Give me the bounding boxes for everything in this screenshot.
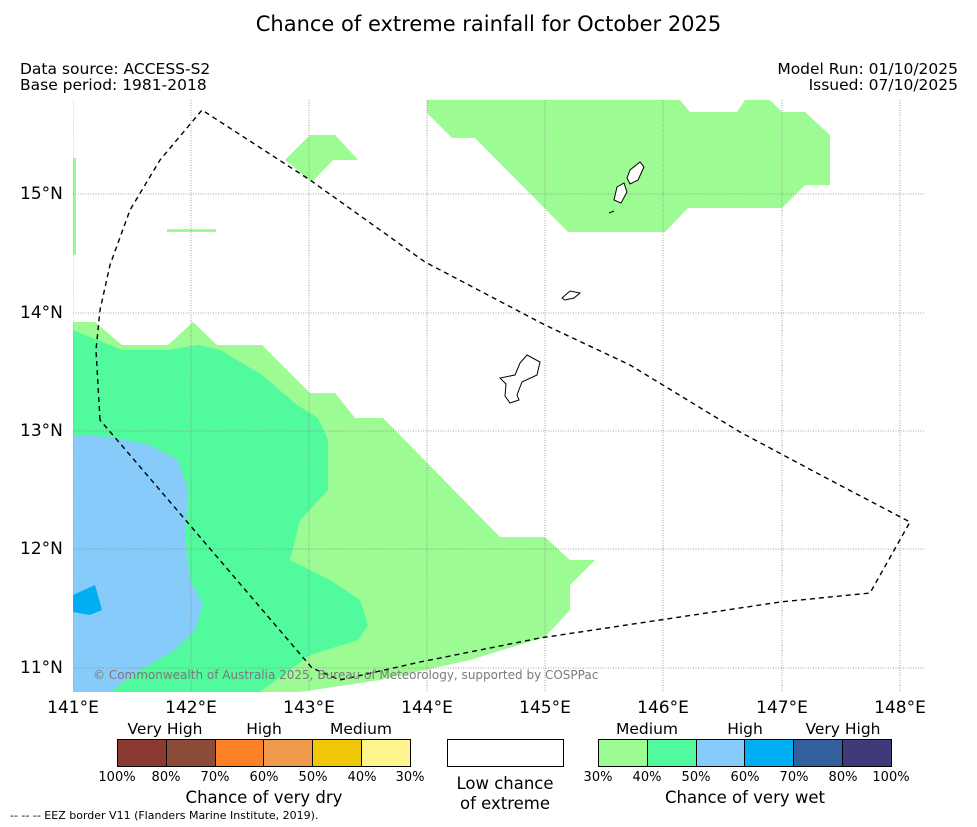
copyright-text: © Commonwealth of Australia 2025, Bureau…	[93, 668, 598, 682]
dry-swatch-70-60	[215, 740, 265, 766]
dry-tick-70: 70%	[200, 770, 230, 785]
model-run-block: Model Run: 01/10/2025 Issued: 07/10/2025	[777, 61, 958, 93]
region-30-40-strip-west	[73, 158, 76, 255]
wet-swatch-60-70	[745, 740, 795, 766]
dry-tick-80: 80%	[151, 770, 181, 785]
wet-swatch-40-50	[647, 740, 697, 766]
wet-colorbar	[598, 739, 892, 767]
lon-label-146e: 146°E	[637, 698, 689, 718]
dry-header-medium: Medium	[330, 720, 392, 738]
dry-swatch-50-40	[313, 740, 363, 766]
lat-label-13n: 13°N	[20, 421, 63, 441]
low-chance-label: Low chance of extreme	[456, 774, 553, 814]
dry-legend-title: Chance of very dry	[185, 788, 343, 807]
data-source-block: Data source: ACCESS-S2 Base period: 1981…	[20, 61, 210, 93]
wet-swatch-30-40	[599, 740, 648, 766]
data-source-text: Data source: ACCESS-S2	[20, 60, 211, 78]
low-chance-line1: Low chance	[456, 774, 554, 793]
lon-label-142e: 142°E	[165, 698, 217, 718]
lat-label-11n: 11°N	[20, 658, 63, 678]
low-chance-swatch	[447, 739, 564, 767]
guam-island	[498, 354, 541, 404]
dry-tick-60: 60%	[249, 770, 279, 785]
rota-island	[561, 290, 582, 301]
tinian-island	[613, 182, 628, 204]
wet-swatch-50-60	[696, 740, 746, 766]
lon-label-141e: 141°E	[47, 698, 99, 718]
dry-colorbar	[117, 739, 411, 767]
wet-swatch-70-80	[794, 740, 844, 766]
dry-tick-100: 100%	[98, 770, 136, 785]
wet-swatch-80-100	[843, 740, 891, 766]
aguijan-island	[608, 210, 615, 214]
region-30-40-patch-north	[285, 135, 358, 182]
wet-tick-80: 80%	[828, 770, 858, 785]
region-50-60	[73, 435, 203, 692]
lat-label-15n: 15°N	[20, 184, 63, 204]
lon-label-143e: 143°E	[283, 698, 335, 718]
dry-tick-50: 50%	[298, 770, 328, 785]
map-title: Chance of extreme rainfall for October 2…	[255, 12, 722, 36]
lon-label-147e: 147°E	[756, 698, 808, 718]
base-period-text: Base period: 1981-2018	[20, 76, 207, 94]
dry-tick-30: 30%	[395, 770, 425, 785]
dry-swatch-40-30	[362, 740, 410, 766]
dry-tick-40: 40%	[347, 770, 377, 785]
wet-tick-100: 100%	[872, 770, 910, 785]
issued-text: Issued: 07/10/2025	[808, 76, 958, 94]
eez-border-note: -- -- -- EEZ border V11 (Flanders Marine…	[10, 809, 319, 822]
wet-tick-40: 40%	[632, 770, 662, 785]
saipan-island	[626, 161, 645, 185]
eez-border-line	[95, 109, 911, 681]
wet-header-medium: Medium	[616, 720, 678, 738]
wet-tick-60: 60%	[730, 770, 760, 785]
lat-label-14n: 14°N	[20, 303, 63, 323]
lat-label-12n: 12°N	[20, 539, 63, 559]
lon-label-144e: 144°E	[401, 698, 453, 718]
wet-tick-70: 70%	[779, 770, 809, 785]
wet-tick-30: 30%	[583, 770, 613, 785]
dry-header-high: High	[246, 720, 282, 738]
wet-tick-50: 50%	[681, 770, 711, 785]
lon-label-145e: 145°E	[519, 698, 571, 718]
region-60-70	[73, 585, 102, 615]
wet-header-very-high: Very High	[805, 720, 881, 738]
low-chance-line2: of extreme	[459, 794, 551, 813]
region-30-40-strip-15n	[167, 229, 216, 232]
dry-swatch-80-70	[166, 740, 216, 766]
dry-header-very-high: Very High	[127, 720, 203, 738]
lon-label-148e: 148°E	[874, 698, 926, 718]
region-30-40-northeast	[427, 100, 830, 232]
graticule	[73, 100, 925, 692]
dry-swatch-100-80	[118, 740, 167, 766]
dry-swatch-60-50	[264, 740, 314, 766]
wet-header-high: High	[727, 720, 763, 738]
model-run-text: Model Run: 01/10/2025	[777, 60, 958, 78]
wet-legend-title: Chance of very wet	[665, 788, 825, 807]
